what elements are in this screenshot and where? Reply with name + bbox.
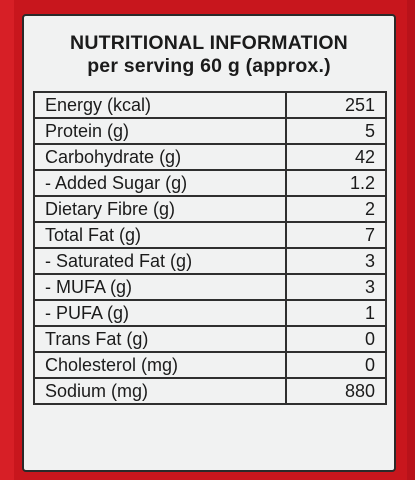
nutrient-label: Carbohydrate (g) <box>33 143 287 171</box>
nutrient-label: - Saturated Fat (g) <box>33 247 287 275</box>
nutrition-header: NUTRITIONAL INFORMATION per serving 60 g… <box>24 16 394 92</box>
package-edge-right <box>407 0 415 480</box>
table-row: - MUFA (g) 3 <box>33 273 387 301</box>
nutrient-label: Protein (g) <box>33 117 287 145</box>
table-row: Dietary Fibre (g) 2 <box>33 195 387 223</box>
nutrient-value: 3 <box>285 247 387 275</box>
table-row: Energy (kcal) 251 <box>33 91 387 119</box>
table-row: Trans Fat (g) 0 <box>33 325 387 353</box>
nutrient-value: 5 <box>285 117 387 145</box>
table-row: - PUFA (g) 1 <box>33 299 387 327</box>
nutrient-value: 3 <box>285 273 387 301</box>
nutrient-label: Trans Fat (g) <box>33 325 287 353</box>
nutrient-label: Sodium (mg) <box>33 377 287 405</box>
table-row: Carbohydrate (g) 42 <box>33 143 387 171</box>
package-edge-left <box>0 0 14 480</box>
serving-size-subtitle: per serving 60 g (approx.) <box>87 55 331 77</box>
nutrient-value: 2 <box>285 195 387 223</box>
nutrient-value: 880 <box>285 377 387 405</box>
nutrition-table: Energy (kcal) 251 Protein (g) 5 Carbohyd… <box>33 91 387 405</box>
nutrient-value: 1 <box>285 299 387 327</box>
table-row: Cholesterol (mg) 0 <box>33 351 387 379</box>
nutrient-label: - PUFA (g) <box>33 299 287 327</box>
nutrient-label: Dietary Fibre (g) <box>33 195 287 223</box>
table-row: Sodium (mg) 880 <box>33 377 387 405</box>
nutrient-value: 0 <box>285 351 387 379</box>
table-row: Total Fat (g) 7 <box>33 221 387 249</box>
table-row: Protein (g) 5 <box>33 117 387 145</box>
nutrient-label: Total Fat (g) <box>33 221 287 249</box>
nutrient-value: 7 <box>285 221 387 249</box>
nutrient-label: Energy (kcal) <box>33 91 287 119</box>
nutrient-label: - MUFA (g) <box>33 273 287 301</box>
nutrition-title: NUTRITIONAL INFORMATION <box>70 32 348 54</box>
nutrition-panel: NUTRITIONAL INFORMATION per serving 60 g… <box>22 14 396 472</box>
table-row: - Saturated Fat (g) 3 <box>33 247 387 275</box>
nutrient-label: - Added Sugar (g) <box>33 169 287 197</box>
nutrient-value: 1.2 <box>285 169 387 197</box>
nutrient-value: 251 <box>285 91 387 119</box>
table-row: - Added Sugar (g) 1.2 <box>33 169 387 197</box>
nutrient-value: 0 <box>285 325 387 353</box>
nutrient-value: 42 <box>285 143 387 171</box>
nutrient-label: Cholesterol (mg) <box>33 351 287 379</box>
